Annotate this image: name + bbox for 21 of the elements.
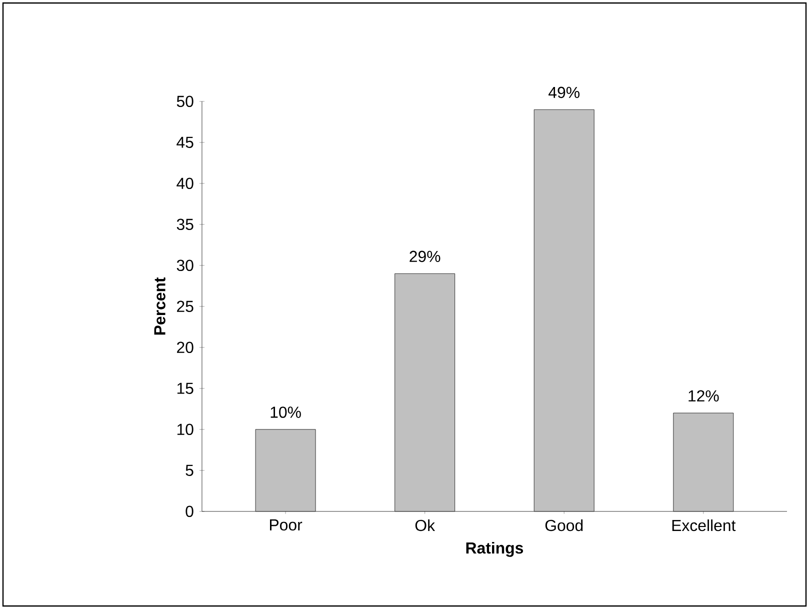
- y-tick-label: 40: [176, 178, 194, 190]
- y-tick-label: 15: [177, 382, 194, 394]
- y-tick-label: 5: [186, 464, 194, 476]
- y-tick-label: 45: [176, 136, 194, 148]
- data-label: 29%: [410, 250, 440, 262]
- x-tick-label: Poor: [270, 519, 302, 531]
- data-label: 10%: [270, 406, 301, 418]
- x-tick-label: Excellent: [672, 519, 736, 532]
- data-label: 49%: [548, 86, 580, 98]
- x-tick-label: Ok: [415, 519, 436, 532]
- y-tick-label: 50: [176, 96, 194, 108]
- y-tick-label: 35: [176, 218, 194, 230]
- y-axis-title: Percent: [154, 277, 166, 335]
- y-tick-label: 0: [186, 506, 194, 518]
- data-label: 12%: [688, 390, 719, 402]
- y-tick-label: 20: [177, 342, 194, 354]
- y-tick-label: 30: [176, 260, 194, 272]
- x-tick-label: Good: [545, 519, 583, 532]
- y-tick-label: 25: [177, 300, 194, 312]
- x-axis-title: Ratings: [466, 542, 524, 557]
- y-tick-label: 10: [177, 424, 194, 436]
